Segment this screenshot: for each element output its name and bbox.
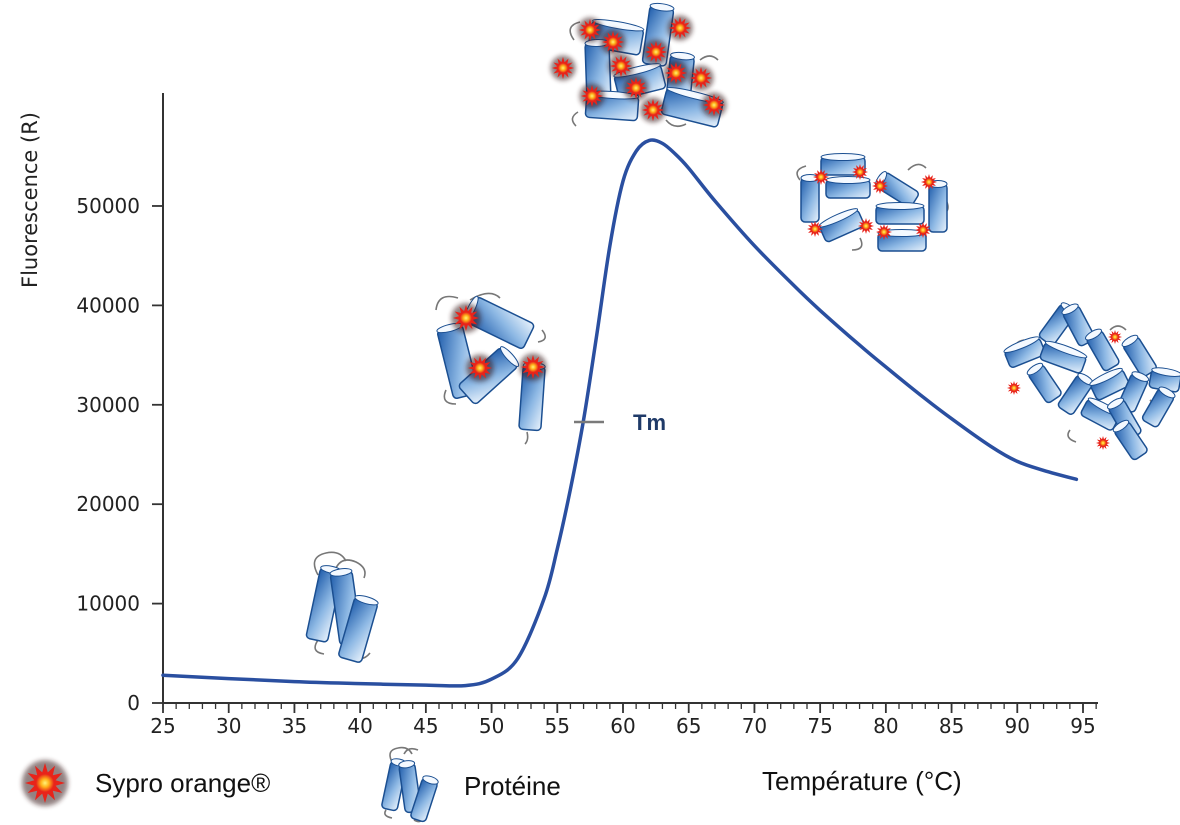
x-tick-label: 55 (545, 714, 570, 738)
helix-cylinder (1112, 419, 1148, 461)
dye-burst (22, 760, 68, 806)
dye-burst (579, 83, 605, 109)
dye-burst (921, 174, 937, 190)
dye-burst (876, 224, 892, 240)
dye-burst (663, 60, 689, 86)
helix-cylinder (1039, 340, 1088, 374)
dye-burst (643, 39, 669, 65)
dye-burst (807, 221, 823, 237)
aggregated-protein-illustration (796, 153, 949, 252)
dye-burst (550, 55, 576, 81)
y-axis-title: Fluorescence (R) (18, 112, 42, 288)
x-tick-label: 35 (282, 714, 307, 738)
dye-burst (608, 53, 634, 79)
y-tick-label: 50000 (76, 194, 140, 218)
helix-cylinder (410, 775, 439, 823)
dye-burst (466, 354, 494, 382)
x-tick-label: 90 (1005, 714, 1030, 738)
aggregated-protein-high-temp-illustration (1003, 302, 1180, 461)
x-tick-label: 45 (413, 714, 438, 738)
helix-cylinder (1121, 334, 1157, 378)
x-tick-label: 95 (1070, 714, 1095, 738)
x-tick-label: 40 (347, 714, 372, 738)
helix-cylinder (818, 208, 865, 243)
dye-burst (577, 17, 603, 43)
dye-burst (872, 178, 888, 194)
y-tick-label: 30000 (76, 393, 140, 417)
dye-burst (701, 92, 727, 118)
dye-burst (1096, 436, 1110, 450)
helix-cylinder (338, 594, 379, 663)
loop-segment (569, 21, 719, 128)
legend-label-proteine: Protéine (464, 771, 561, 801)
x-tick-label: 60 (610, 714, 635, 738)
y-tick-label: 20000 (76, 492, 140, 516)
x-tick-label: 85 (939, 714, 964, 738)
helix-cylinder (1141, 386, 1176, 428)
dye-burst (915, 222, 931, 238)
protein-illustrations (305, 2, 1180, 663)
y-tick-label: 40000 (76, 293, 140, 317)
protein-icon (381, 746, 439, 823)
dye-burst (600, 29, 626, 55)
unfolded-protein-peak-illustration (550, 2, 727, 128)
dye-burst (858, 218, 874, 234)
x-tick-label: 65 (676, 714, 701, 738)
helix-cylinder (1003, 336, 1046, 369)
dye-burst (1007, 381, 1021, 395)
helix-cylinder (1026, 362, 1062, 404)
x-axis-title: Température (°C) (762, 766, 962, 796)
legend-label-sypro-orange: Sypro orange® (95, 768, 270, 798)
dye-burst (519, 353, 547, 381)
x-tick-label: 80 (873, 714, 898, 738)
helix-cylinder (800, 174, 820, 223)
helix-cylinder (928, 180, 948, 233)
x-tick-label: 75 (807, 714, 832, 738)
loop-segment (313, 551, 371, 660)
dye-burst (688, 65, 714, 91)
helix-cylinder (1089, 367, 1130, 401)
tm-label: Tm (633, 410, 666, 435)
tm-annotation: Tm (574, 410, 666, 435)
helix-cylinder (877, 229, 927, 252)
helix-cylinder (875, 202, 925, 225)
loop-segment (435, 292, 546, 445)
x-tick-label: 25 (150, 714, 175, 738)
helix-cylinder (820, 153, 866, 176)
x-tick-label: 70 (742, 714, 767, 738)
x-axis-ticks: 25 30 35 40 45 50 55 60 65 70 75 80 85 90 95 (150, 703, 1096, 738)
y-axis-ticks: 0 10000 20000 30000 40000 50000 (76, 194, 163, 715)
y-tick-label: 0 (127, 691, 140, 715)
partially-unfolded-protein-illustration (435, 292, 547, 445)
helix-cylinder (1085, 328, 1120, 372)
dye-burst (667, 15, 693, 41)
dye-burst (1108, 330, 1122, 344)
dye-burst (852, 164, 868, 180)
y-tick-label: 10000 (76, 592, 140, 616)
loop-segment (796, 163, 949, 251)
x-tick-label: 30 (216, 714, 241, 738)
x-tick-label: 50 (479, 714, 504, 738)
helix-cylinder (825, 176, 871, 199)
loop-segment (384, 746, 425, 823)
dye-burst (623, 75, 649, 101)
dye-burst (640, 97, 666, 123)
series-line-fluorescence (161, 138, 1079, 688)
sypro-orange-burst-icon (22, 760, 68, 806)
native-protein-illustration (305, 551, 379, 663)
dye-burst (451, 303, 481, 333)
helix-cylinder (1057, 372, 1094, 415)
dye-burst (813, 169, 829, 185)
legend: Sypro orange® Protéine (22, 746, 561, 823)
